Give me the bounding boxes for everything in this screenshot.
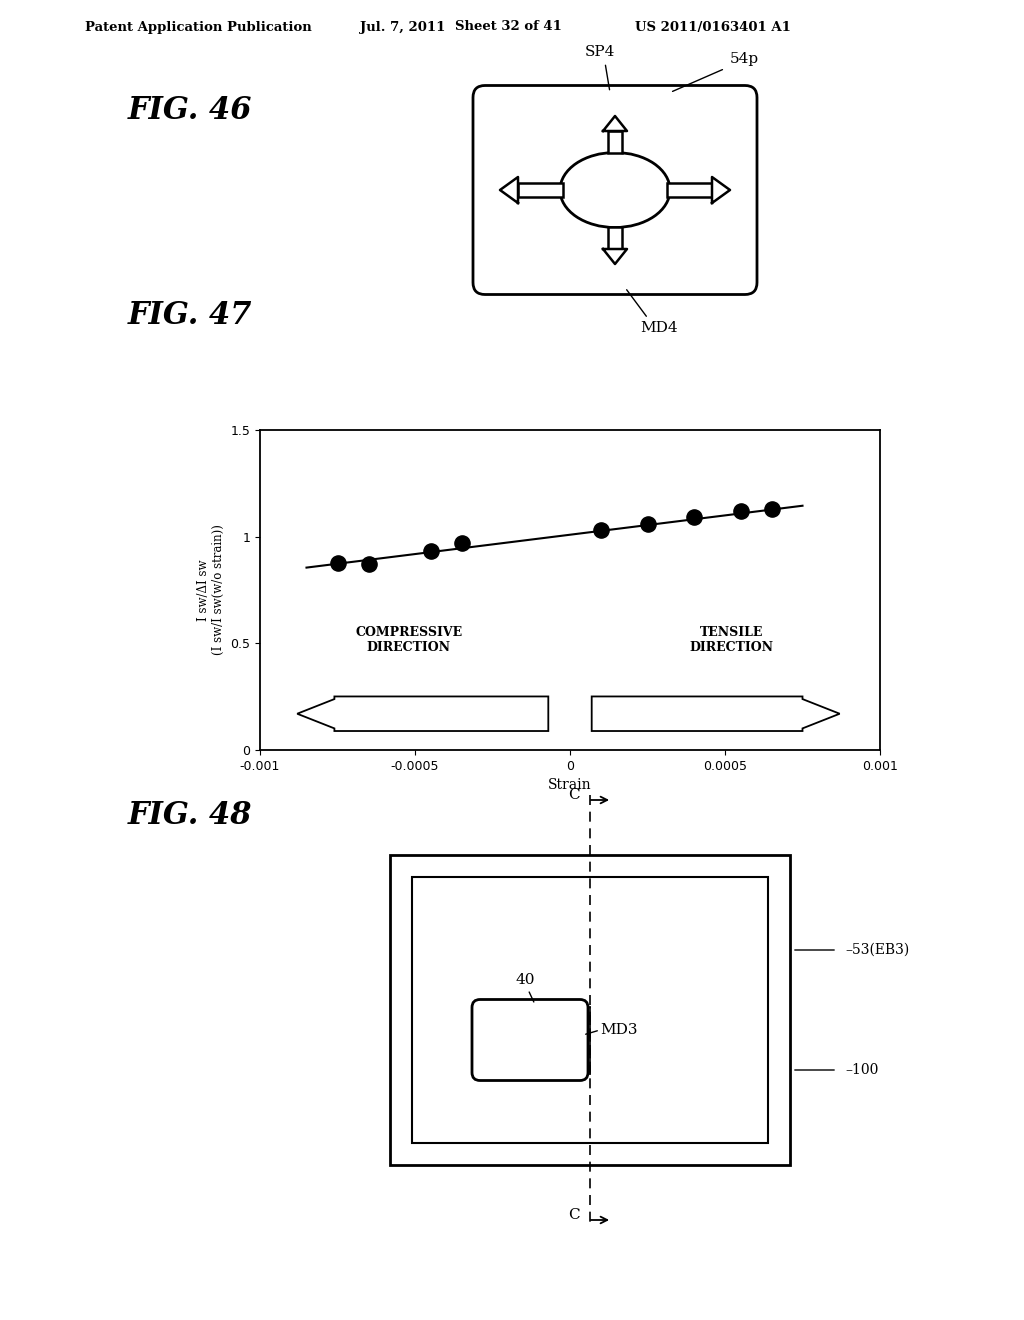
- Point: [732, 500, 749, 521]
- Text: C: C: [568, 1208, 580, 1222]
- Polygon shape: [603, 116, 627, 131]
- Text: Patent Application Publication: Patent Application Publication: [85, 21, 311, 33]
- Bar: [667, 183, 712, 197]
- Text: Sheet 32 of 41: Sheet 32 of 41: [455, 21, 562, 33]
- Text: MD4: MD4: [640, 321, 678, 334]
- Polygon shape: [603, 249, 627, 264]
- Bar: [608, 131, 622, 153]
- Text: MD3: MD3: [600, 1023, 638, 1038]
- Point: [330, 553, 346, 574]
- Polygon shape: [500, 177, 518, 203]
- Text: FIG. 47: FIG. 47: [128, 300, 253, 331]
- Text: Jul. 7, 2011: Jul. 7, 2011: [360, 21, 445, 33]
- Text: 40: 40: [515, 974, 535, 987]
- FancyBboxPatch shape: [473, 86, 757, 294]
- Text: –53(EB3): –53(EB3): [845, 942, 909, 957]
- Point: [686, 507, 702, 528]
- Bar: [412, 876, 768, 1143]
- Text: FIG. 46: FIG. 46: [128, 95, 253, 125]
- Bar: [608, 227, 622, 249]
- Text: –100: –100: [845, 1063, 879, 1077]
- Y-axis label: I sw/ΔI sw
(I sw/I sw(w/o strain)): I sw/ΔI sw (I sw/I sw(w/o strain)): [197, 524, 224, 656]
- FancyArrow shape: [297, 697, 548, 731]
- Text: C: C: [568, 788, 580, 803]
- Point: [422, 540, 438, 561]
- Point: [593, 520, 609, 541]
- X-axis label: Strain: Strain: [548, 779, 592, 792]
- Point: [639, 513, 655, 535]
- Ellipse shape: [560, 153, 670, 227]
- FancyArrow shape: [592, 697, 840, 731]
- Point: [454, 532, 470, 553]
- Point: [360, 554, 377, 576]
- Text: SP4: SP4: [585, 45, 615, 59]
- Text: COMPRESSIVE
DIRECTION: COMPRESSIVE DIRECTION: [355, 626, 463, 653]
- Text: TENSILE
DIRECTION: TENSILE DIRECTION: [689, 626, 773, 653]
- Text: FIG. 48: FIG. 48: [128, 800, 253, 832]
- Text: 54p: 54p: [730, 51, 759, 66]
- Point: [763, 499, 779, 520]
- Bar: [518, 183, 563, 197]
- Text: US 2011/0163401 A1: US 2011/0163401 A1: [635, 21, 791, 33]
- Bar: [390, 855, 790, 1166]
- FancyBboxPatch shape: [472, 999, 588, 1081]
- Polygon shape: [712, 177, 730, 203]
